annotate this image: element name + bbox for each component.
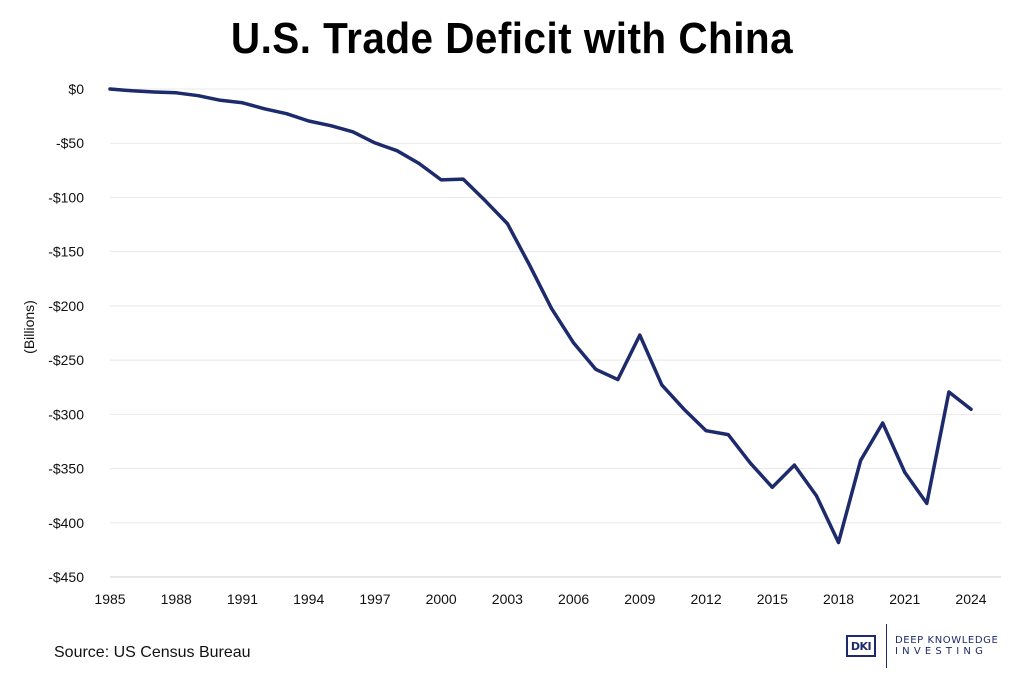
data-point — [682, 407, 686, 411]
data-point — [196, 94, 200, 98]
data-point — [792, 463, 796, 467]
y-tick-label: -$150 — [48, 244, 84, 260]
logo-line-1: DEEP KNOWLEDGE — [895, 634, 999, 646]
data-points — [108, 87, 973, 544]
x-tick-label: 1991 — [227, 591, 258, 607]
data-point — [285, 112, 289, 116]
data-point — [550, 306, 553, 310]
x-tick-label: 2018 — [823, 591, 854, 607]
data-point — [528, 263, 531, 267]
x-tick-label: 2006 — [558, 591, 589, 607]
data-point — [395, 149, 399, 153]
x-tick-label: 2015 — [757, 591, 788, 607]
logo-wordmark: DEEP KNOWLEDGE INVESTING — [895, 635, 998, 658]
data-point — [859, 459, 863, 462]
data-point — [439, 178, 443, 182]
x-tick-label: 2012 — [690, 591, 721, 607]
data-point — [704, 429, 708, 433]
data-point — [152, 90, 156, 94]
data-point — [174, 91, 178, 95]
y-tick-label: -$300 — [48, 406, 84, 422]
data-point — [505, 222, 509, 226]
x-tick-label: 1997 — [359, 591, 390, 607]
y-tick-label: -$50 — [56, 135, 84, 151]
x-tick-label: 2000 — [426, 591, 457, 607]
data-point — [263, 107, 266, 111]
data-point — [594, 367, 598, 371]
data-point — [969, 407, 973, 411]
x-tick-label: 1985 — [94, 591, 125, 607]
y-tick-label: -$400 — [48, 515, 84, 531]
logo-divider — [886, 624, 887, 668]
logo-line-2: INVESTING — [895, 646, 988, 657]
x-axis-ticks: 1985 1988 1991 1994 1997 2000 2003 2006 2009 2012… — [94, 591, 986, 607]
data-point — [373, 141, 377, 145]
source-note: Source: US Census Bureau — [54, 644, 251, 661]
data-point — [572, 341, 576, 345]
data-point — [770, 485, 774, 489]
y-tick-label: -$350 — [48, 461, 84, 477]
data-point — [329, 124, 333, 128]
data-point — [241, 101, 244, 105]
data-point — [351, 130, 355, 134]
series-line-trade-deficit — [108, 87, 973, 545]
data-point — [925, 501, 929, 505]
data-point — [616, 378, 620, 382]
dki-logo-mark: DKI — [846, 635, 876, 657]
dki-logo: DKI DEEP KNOWLEDGE INVESTING — [846, 624, 998, 668]
y-tick-label: -$100 — [48, 189, 84, 205]
data-point — [748, 461, 752, 465]
data-point — [903, 470, 907, 474]
data-point — [483, 199, 487, 203]
y-tick-label: -$450 — [48, 569, 84, 585]
x-tick-label: 1988 — [161, 591, 192, 607]
chart-title: U.S. Trade Deficit with China — [230, 14, 794, 63]
x-tick-label: 1994 — [293, 591, 324, 607]
y-tick-label: -$200 — [48, 298, 84, 314]
data-point — [108, 87, 112, 91]
data-point — [461, 177, 465, 181]
data-point — [218, 98, 222, 102]
data-point — [881, 421, 885, 425]
y-tick-label: $0 — [68, 81, 84, 97]
gridlines — [110, 88, 1001, 578]
x-tick-label: 2024 — [955, 591, 986, 607]
y-tick-label: -$250 — [48, 352, 84, 368]
data-point — [726, 433, 730, 437]
x-tick-label: 2009 — [624, 591, 655, 607]
x-tick-label: 2021 — [889, 591, 920, 607]
data-point — [837, 541, 840, 544]
data-point — [638, 333, 642, 337]
data-point — [947, 390, 951, 394]
y-axis-label: (Billions) — [21, 300, 37, 354]
data-point — [417, 162, 421, 165]
data-point — [130, 89, 134, 93]
y-axis-ticks: $0 -$50 -$100 -$150 -$200 -$250 -$300 -$350 -$40… — [48, 81, 84, 585]
data-point — [815, 494, 818, 498]
data-point — [660, 383, 664, 387]
x-tick-label: 2003 — [492, 591, 523, 607]
data-point — [307, 119, 311, 123]
